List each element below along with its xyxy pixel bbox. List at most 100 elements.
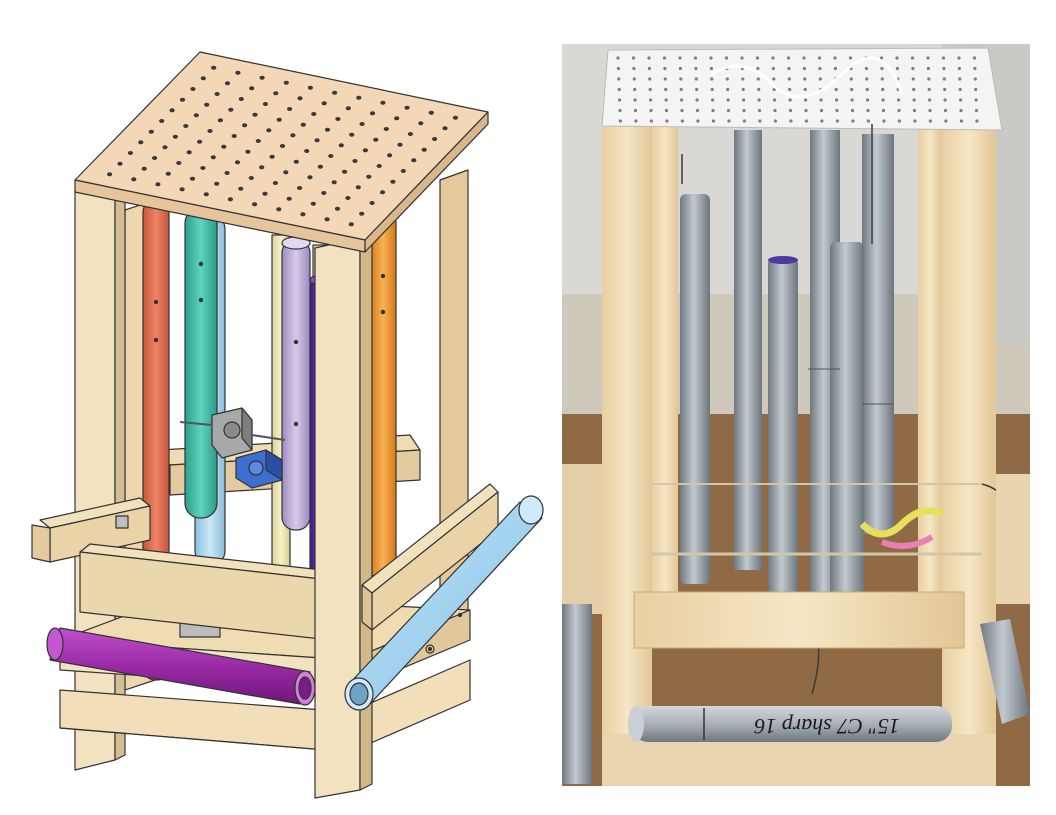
pegboard-hole bbox=[380, 100, 386, 105]
photo-pegboard-hole bbox=[957, 56, 961, 60]
photo-pegboard-hole bbox=[710, 77, 714, 81]
photo-pegboard-hole bbox=[757, 87, 761, 92]
photo-pegboard-hole bbox=[617, 77, 621, 81]
photo-pegboard-hole bbox=[742, 98, 746, 102]
photo-pegboard-hole bbox=[941, 56, 946, 60]
photo-pegboard-hole bbox=[648, 77, 652, 81]
photo-pegboard-hole bbox=[881, 108, 886, 113]
pegboard-hole bbox=[366, 174, 372, 179]
pegboard-hole bbox=[379, 190, 386, 195]
photo-pegboard-hole bbox=[694, 66, 698, 71]
photo-pegboard-hole bbox=[972, 56, 977, 60]
pegboard-hole bbox=[276, 207, 282, 212]
pegboard-hole bbox=[159, 119, 165, 123]
pegboard-hole bbox=[321, 191, 327, 195]
photo-pegboard-hole bbox=[943, 98, 947, 102]
photo-top-board bbox=[601, 47, 1003, 131]
photo-pegboard-hole bbox=[693, 56, 698, 60]
pegboard-hole bbox=[179, 97, 186, 102]
pegboard-hole bbox=[211, 65, 217, 70]
photo-pegboard-hole bbox=[850, 87, 854, 92]
photo-pegboard-hole bbox=[926, 56, 930, 60]
pegboard-hole bbox=[214, 181, 220, 186]
photo-pegboard-hole bbox=[895, 56, 899, 60]
pegboard-hole bbox=[400, 169, 406, 173]
front-left-post bbox=[74, 179, 116, 771]
photo-pegboard-hole bbox=[804, 108, 808, 113]
photo-pegboard-hole bbox=[773, 119, 777, 123]
photo-pegboard-hole bbox=[786, 56, 791, 60]
photo-pegboard-hole bbox=[866, 98, 870, 102]
pegboard-hole bbox=[262, 191, 268, 196]
photo-pegboard-hole bbox=[912, 98, 916, 102]
photo-pegboard-hole bbox=[711, 108, 715, 113]
photo-pegboard-hole bbox=[803, 87, 807, 92]
photo-pegboard-hole bbox=[850, 98, 854, 102]
photo-pegboard-hole bbox=[974, 87, 978, 92]
pegboard-hole bbox=[287, 107, 293, 111]
pegboard-hole bbox=[234, 160, 241, 165]
pegboard-hole bbox=[266, 128, 272, 133]
pegboard-hole bbox=[259, 165, 265, 170]
pegboard-hole bbox=[183, 124, 189, 128]
pipe-lavender bbox=[281, 239, 311, 531]
pegboard-hole bbox=[200, 76, 206, 81]
photo-pegboard-hole bbox=[942, 77, 946, 81]
photo-pegboard-hole bbox=[819, 98, 823, 102]
pegboard-hole bbox=[297, 96, 303, 101]
photo-pegboard-hole bbox=[973, 77, 977, 81]
photo-pegboard-hole bbox=[897, 108, 901, 113]
photo-pegboard-hole bbox=[787, 77, 791, 81]
pegboard-hole bbox=[345, 106, 351, 111]
photo-pegboard-hole bbox=[958, 77, 962, 81]
pegboard-hole bbox=[307, 85, 313, 90]
photo-pegboard-hole bbox=[957, 66, 961, 71]
pegboard-hole bbox=[321, 101, 327, 106]
photo-pegboard-hole bbox=[866, 119, 870, 123]
motor-blue bbox=[235, 449, 283, 489]
photo-pegboard-hole bbox=[895, 66, 899, 71]
photo-pegboard-hole bbox=[648, 87, 652, 92]
photo-pegboard-hole bbox=[928, 98, 932, 102]
photo-pegboard-hole bbox=[664, 87, 668, 92]
photo-pegboard-hole bbox=[633, 108, 638, 113]
photo-pegboard-hole bbox=[928, 119, 932, 123]
photo-pegboard-hole bbox=[897, 119, 901, 123]
photo-pegboard-hole bbox=[913, 119, 917, 123]
pegboard-hole bbox=[227, 197, 233, 202]
tube-marking: 15" C7 sharp 16 bbox=[754, 714, 900, 739]
pegboard-hole bbox=[338, 143, 344, 148]
pegboard-hole bbox=[210, 155, 216, 160]
photo-pegboard-hole bbox=[866, 108, 870, 113]
photo-pegboard-hole bbox=[726, 98, 730, 102]
photo-pegboard-hole bbox=[725, 77, 729, 81]
photo-pegboard-hole bbox=[710, 87, 714, 92]
photo-pegboard-hole bbox=[897, 98, 901, 102]
photo-pegboard-hole bbox=[740, 56, 744, 60]
photo-pegboard-hole bbox=[680, 119, 684, 123]
photo-pegboard-hole bbox=[820, 119, 824, 123]
pegboard-hole bbox=[162, 145, 168, 150]
pegboard-hole bbox=[235, 70, 241, 75]
photo-pegboard-hole bbox=[695, 108, 700, 113]
pegboard-hole bbox=[189, 176, 196, 181]
pegboard-hole bbox=[286, 196, 292, 201]
photo-pegboard-hole bbox=[912, 87, 916, 92]
cad-model-svg bbox=[31, 51, 544, 799]
photo-pegboard-hole bbox=[788, 87, 792, 92]
pegboard-hole bbox=[107, 172, 113, 177]
pegboard-hole bbox=[242, 123, 248, 128]
photo-pegboard-hole bbox=[959, 119, 963, 123]
front-right-post bbox=[314, 237, 361, 799]
photo-pegboard-hole bbox=[835, 108, 839, 113]
photo-pegboard-hole bbox=[633, 98, 637, 102]
pegboard-hole bbox=[152, 156, 158, 160]
photo-pegboard-hole bbox=[726, 108, 731, 113]
photo-pegboard-hole bbox=[724, 56, 729, 60]
photo-pegboard-hole bbox=[756, 77, 760, 81]
photo-pegboard-hole bbox=[695, 98, 699, 102]
top-board bbox=[74, 51, 489, 253]
photo-pegboard-hole bbox=[665, 119, 669, 123]
photo-pegboard-hole bbox=[742, 119, 746, 123]
photo-pegboard-hole bbox=[912, 108, 917, 113]
